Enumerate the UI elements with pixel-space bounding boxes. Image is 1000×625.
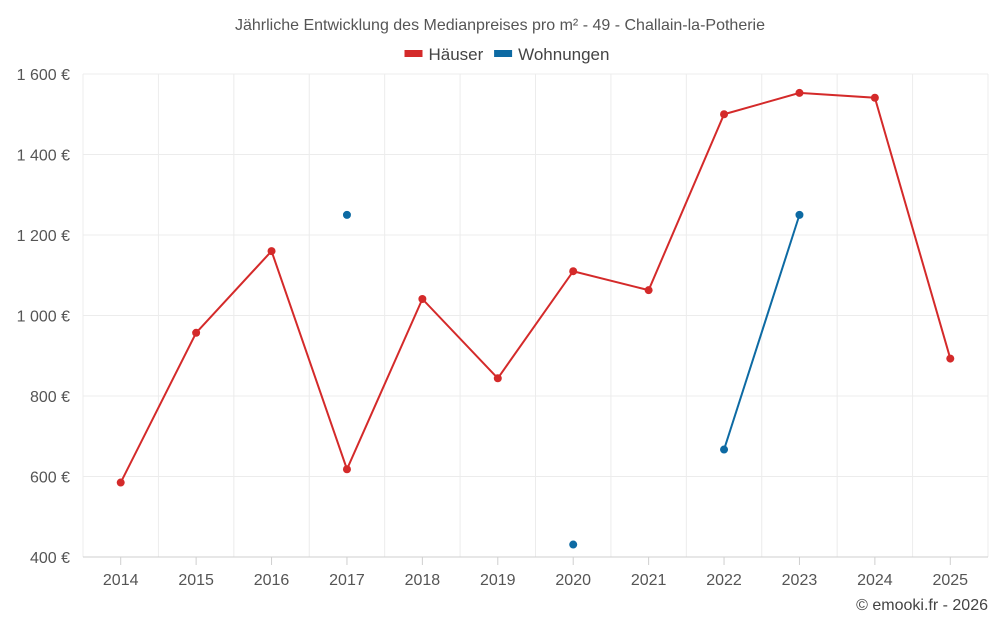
series xyxy=(116,88,955,549)
legend-label: Wohnungen xyxy=(518,45,609,64)
data-point[interactable] xyxy=(569,540,578,549)
data-point[interactable] xyxy=(795,210,804,219)
data-point[interactable] xyxy=(946,354,955,363)
legend-item-wohnungen[interactable]: Wohnungen xyxy=(494,45,609,64)
x-tick-label: 2015 xyxy=(178,572,214,589)
series-wohnungen xyxy=(342,210,804,549)
data-point[interactable] xyxy=(720,445,729,454)
legend-swatch xyxy=(494,50,513,57)
data-point[interactable] xyxy=(116,478,125,487)
series-line xyxy=(723,214,801,450)
grid xyxy=(82,73,989,557)
x-tick-label: 2016 xyxy=(254,572,290,589)
legend-swatch xyxy=(404,50,423,57)
x-tick-label: 2020 xyxy=(555,572,591,589)
axes: 400 € 600 € 800 € 1 000 € 1 200 € 1 400 € 1 60… xyxy=(17,67,988,589)
data-point[interactable] xyxy=(493,374,502,383)
x-tick-label: 2014 xyxy=(103,572,139,589)
data-point[interactable] xyxy=(192,328,201,337)
legend: Häuser Wohnungen xyxy=(404,45,609,64)
data-point[interactable] xyxy=(720,110,729,119)
x-tick-label: 2024 xyxy=(857,572,893,589)
y-tick-label: 400 € xyxy=(30,550,70,567)
x-tick-label: 2025 xyxy=(932,572,968,589)
series-häuser xyxy=(116,88,955,487)
y-tick-label: 800 € xyxy=(30,389,70,406)
y-tick-label: 1 000 € xyxy=(17,309,70,326)
y-tick-label: 1 200 € xyxy=(17,228,70,245)
x-tick-label: 2018 xyxy=(405,572,441,589)
x-tick-label: 2022 xyxy=(706,572,742,589)
x-tick-label: 2019 xyxy=(480,572,516,589)
legend-item-häuser[interactable]: Häuser xyxy=(404,45,484,64)
series-line xyxy=(119,91,952,483)
legend-label: Häuser xyxy=(429,45,484,64)
chart-title: Jährliche Entwicklung des Medianpreises … xyxy=(235,17,765,34)
data-point[interactable] xyxy=(870,93,879,102)
x-tick-label: 2021 xyxy=(631,572,667,589)
data-point[interactable] xyxy=(342,465,351,474)
y-tick-label: 1 400 € xyxy=(17,148,70,165)
y-tick-label: 600 € xyxy=(30,470,70,487)
x-tick-label: 2023 xyxy=(782,572,818,589)
data-point[interactable] xyxy=(418,294,427,303)
y-tick-label: 1 600 € xyxy=(17,67,70,84)
data-point[interactable] xyxy=(569,267,578,276)
x-tick-label: 2017 xyxy=(329,572,365,589)
credit-text: © emooki.fr - 2026 xyxy=(856,597,988,614)
data-point[interactable] xyxy=(267,247,276,256)
data-point[interactable] xyxy=(795,88,804,97)
data-point[interactable] xyxy=(342,210,351,219)
data-point[interactable] xyxy=(644,286,653,295)
